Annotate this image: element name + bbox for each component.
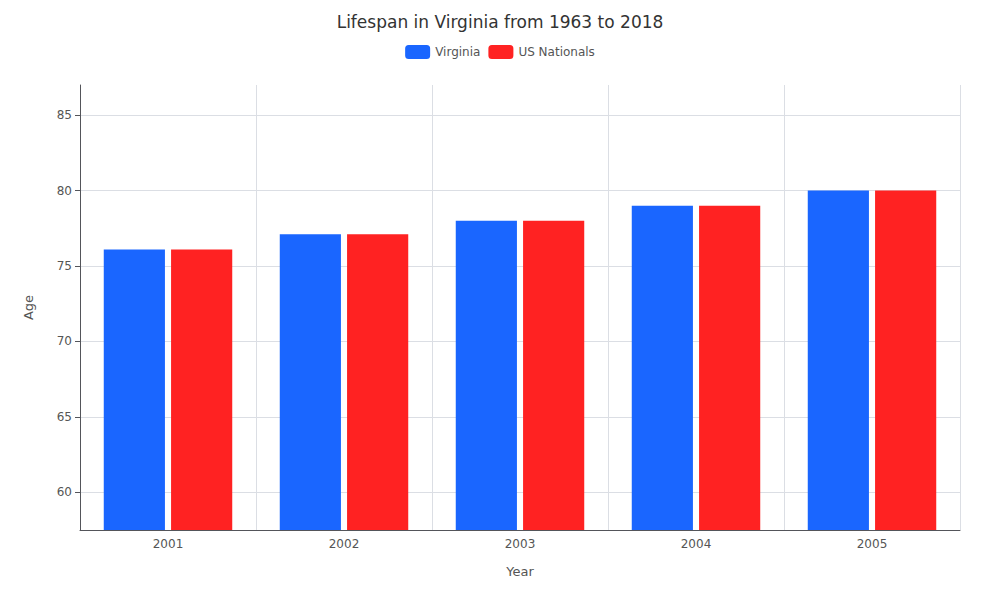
svg-text:85: 85 [57, 108, 72, 122]
svg-text:2001: 2001 [153, 537, 184, 551]
svg-text:Lifespan in Virginia from 1963: Lifespan in Virginia from 1963 to 2018 [337, 12, 664, 32]
svg-text:Year: Year [505, 564, 534, 579]
svg-text:65: 65 [57, 410, 72, 424]
svg-text:2003: 2003 [505, 537, 536, 551]
svg-text:2004: 2004 [681, 537, 712, 551]
svg-text:70: 70 [57, 334, 72, 348]
svg-text:80: 80 [57, 184, 72, 198]
svg-text:75: 75 [57, 259, 72, 273]
svg-text:2005: 2005 [857, 537, 888, 551]
svg-text:US Nationals: US Nationals [518, 45, 594, 59]
svg-text:2002: 2002 [329, 537, 360, 551]
svg-text:Age: Age [21, 295, 36, 320]
svg-text:60: 60 [57, 485, 72, 499]
svg-text:Virginia: Virginia [435, 45, 480, 59]
